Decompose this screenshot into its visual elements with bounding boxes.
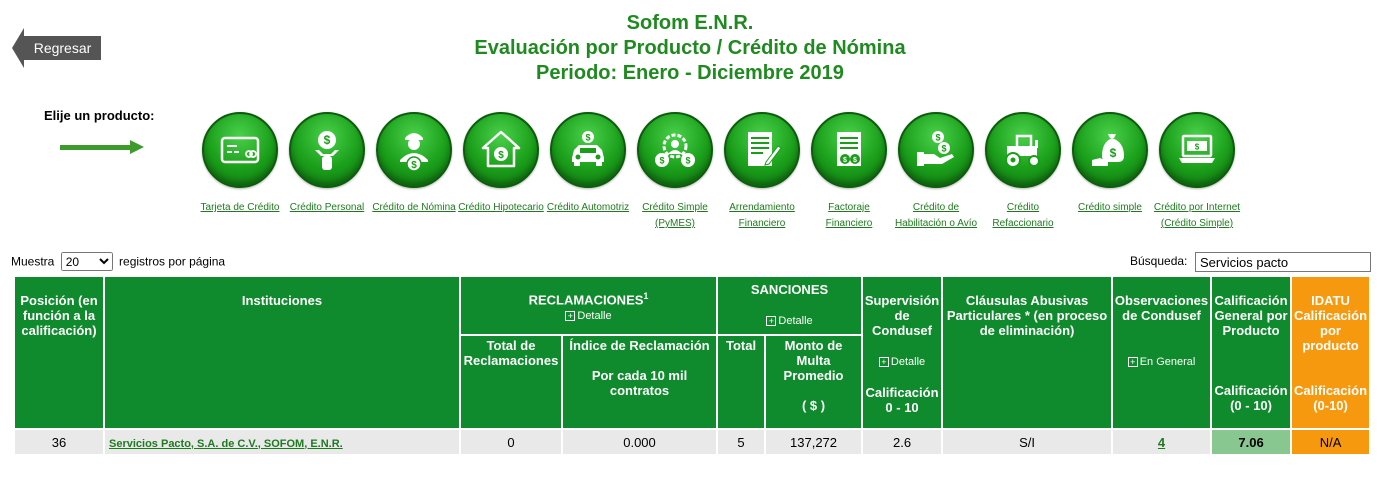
sanciones-detalle-link[interactable]: + Detalle (766, 315, 813, 327)
page-size-select[interactable]: 20 (60, 252, 113, 271)
per-page-label: registros por página (119, 254, 226, 269)
product-credito-refaccionario[interactable]: Crédito Refaccionario (979, 112, 1067, 232)
product-label[interactable]: Crédito Personal (289, 202, 365, 213)
svg-text:$: $ (685, 156, 690, 166)
hand-coins-icon: $ $ (917, 131, 954, 166)
product-factoraje-financiero[interactable]: $ $ Factoraje Financiero (805, 112, 893, 232)
product-credito-por-internet[interactable]: $ Crédito por Internet (Crédito Simple) (1153, 112, 1241, 232)
svg-text:$: $ (498, 150, 504, 161)
back-button-label: Regresar (24, 36, 101, 60)
muestra-label: Muestra (11, 254, 55, 269)
svg-text:$: $ (935, 133, 940, 143)
tractor-icon (1005, 134, 1040, 168)
results-table: Posición (en función a la calificación) … (13, 275, 1372, 456)
title-line-1: Sofom E.N.R. (626, 12, 754, 34)
product-label[interactable]: Factoraje Financiero (825, 202, 873, 229)
product-credito-simple-pymes[interactable]: $ $ Crédito Simple (PyMES) (631, 112, 719, 232)
personal-credit-icon: $ (315, 131, 339, 170)
cell-calificacion: 7.06 (1210, 428, 1293, 456)
svg-text:$: $ (843, 157, 847, 164)
svg-text:$: $ (324, 133, 331, 147)
institution-link[interactable]: Servicios Pacto, S.A. de C.V., SOFOM, E.… (109, 437, 343, 450)
cell-institucion: Servicios Pacto, S.A. de C.V., SOFOM, E.… (103, 428, 461, 456)
expand-icon: + (1127, 357, 1138, 368)
header-reclamaciones: RECLAMACIONES1 + Detalle (458, 275, 719, 336)
search-input[interactable] (1195, 252, 1371, 272)
right-arrow-icon (60, 140, 144, 154)
product-credito-de-habilitacion-o-avio[interactable]: $ $ Crédito de Habilitación o Avío (892, 112, 980, 232)
page-size-control: Muestra 20 registros por página (11, 252, 225, 271)
document-pen-icon (748, 132, 782, 166)
reclamaciones-detalle-link[interactable]: + Detalle (565, 310, 612, 322)
header-instituciones: Instituciones (103, 275, 461, 430)
product-label[interactable]: Crédito Refaccionario (992, 202, 1054, 229)
header-indice-reclamacion: Índice de Reclamación Por cada 10 mil co… (560, 334, 719, 430)
header-supervision: Supervisión de Condusef + Detalle Calific… (861, 275, 944, 430)
title-line-3: Periodo: Enero - Diciembre 2019 (536, 62, 844, 84)
back-button[interactable]: Regresar (12, 28, 101, 68)
expand-icon: + (565, 311, 576, 322)
header-idatu: IDATU Calificación por producto Califica… (1290, 275, 1372, 430)
credit-card-icon (220, 136, 260, 164)
product-label[interactable]: Arrendamiento Financiero (729, 202, 795, 229)
car-icon: $ (572, 131, 604, 166)
product-label[interactable]: Crédito de Habilitación o Avío (894, 202, 978, 229)
svg-text:$: $ (585, 133, 590, 143)
table-row: 36 Servicios Pacto, S.A. de C.V., SOFOM,… (13, 428, 1372, 456)
header-calificacion-general: Calificación General por Producto Califi… (1210, 275, 1293, 430)
money-bag-icon: $ (1092, 134, 1124, 166)
invoice-icon: $ $ (837, 132, 861, 166)
svg-text:$: $ (1110, 146, 1117, 160)
payroll-worker-icon: $ (400, 133, 428, 172)
product-credito-automotriz[interactable]: $ Crédito Automotriz (544, 112, 632, 216)
product-label[interactable]: Crédito por Internet (Crédito Simple) (1153, 202, 1241, 229)
title-line-2: Evaluación por Producto / Crédito de Nóm… (474, 37, 906, 59)
cell-clausulas: S/I (941, 428, 1114, 456)
product-credito-hipotecario[interactable]: $ Crédito Hipotecario (457, 112, 545, 216)
header-sanciones: SANCIONES + Detalle (716, 275, 864, 336)
product-label[interactable]: Crédito simple (1078, 202, 1142, 213)
cell-supervision: 2.6 (861, 428, 944, 456)
svg-text:$: $ (853, 157, 857, 164)
cell-posicion: 36 (13, 428, 105, 456)
header-total-sanciones: Total (716, 334, 767, 430)
svg-text:$: $ (1195, 143, 1200, 152)
svg-text:$: $ (659, 156, 664, 166)
product-label[interactable]: Crédito Hipotecario (458, 202, 544, 213)
cell-indice: 0.000 (560, 428, 719, 456)
header-total-reclamaciones: Total de Reclamaciones (459, 334, 563, 430)
laptop-money-icon: $ (1179, 134, 1215, 163)
search-label: Búsqueda: (1130, 254, 1188, 268)
supervision-detalle-link[interactable]: + Detalle (878, 356, 925, 368)
product-label[interactable]: Tarjeta de Crédito (200, 202, 280, 213)
product-label[interactable]: Crédito Simple (PyMES) (642, 202, 708, 229)
product-credito-simple[interactable]: $ Crédito simple (1066, 112, 1154, 216)
cell-sanciones-total: 5 (716, 428, 767, 456)
header-clausulas: Cláusulas Abusivas Particulares * (en pr… (941, 275, 1114, 430)
header-posicion: Posición (en función a la calificación) (13, 275, 105, 430)
observaciones-link[interactable]: 4 (1157, 434, 1166, 450)
expand-icon: + (878, 357, 889, 368)
gear-coins-icon: $ $ (655, 133, 695, 167)
product-selector-label: Elije un producto: (44, 108, 155, 123)
product-tarjeta-de-credito[interactable]: Tarjeta de Crédito (196, 112, 284, 216)
cell-idatu: N/A (1290, 428, 1372, 456)
observaciones-general-link[interactable]: + En General (1127, 356, 1195, 368)
cell-total-reclamaciones: 0 (459, 428, 563, 456)
expand-icon: + (766, 316, 777, 327)
header-monto-multa: Monto de Multa Promedio ( $ ) (764, 334, 864, 430)
back-arrow-icon (12, 28, 24, 68)
header-observaciones: Observaciones de Condusef + En General (1111, 275, 1213, 430)
cell-observaciones: 4 (1111, 428, 1213, 456)
product-label[interactable]: Crédito de Nómina (372, 202, 456, 213)
page-title: Sofom E.N.R. Evaluación por Producto / C… (0, 11, 1380, 86)
svg-text:$: $ (941, 144, 946, 154)
cell-monto: 137,272 (764, 428, 864, 456)
svg-text:$: $ (411, 160, 417, 171)
product-label[interactable]: Crédito Automotriz (546, 202, 630, 213)
product-credito-personal[interactable]: $ Crédito Personal (283, 112, 371, 216)
house-icon: $ (481, 130, 521, 168)
product-arrendamiento-financiero[interactable]: Arrendamiento Financiero (718, 112, 806, 232)
product-credito-de-nomina[interactable]: $ Crédito de Nómina (370, 112, 458, 216)
